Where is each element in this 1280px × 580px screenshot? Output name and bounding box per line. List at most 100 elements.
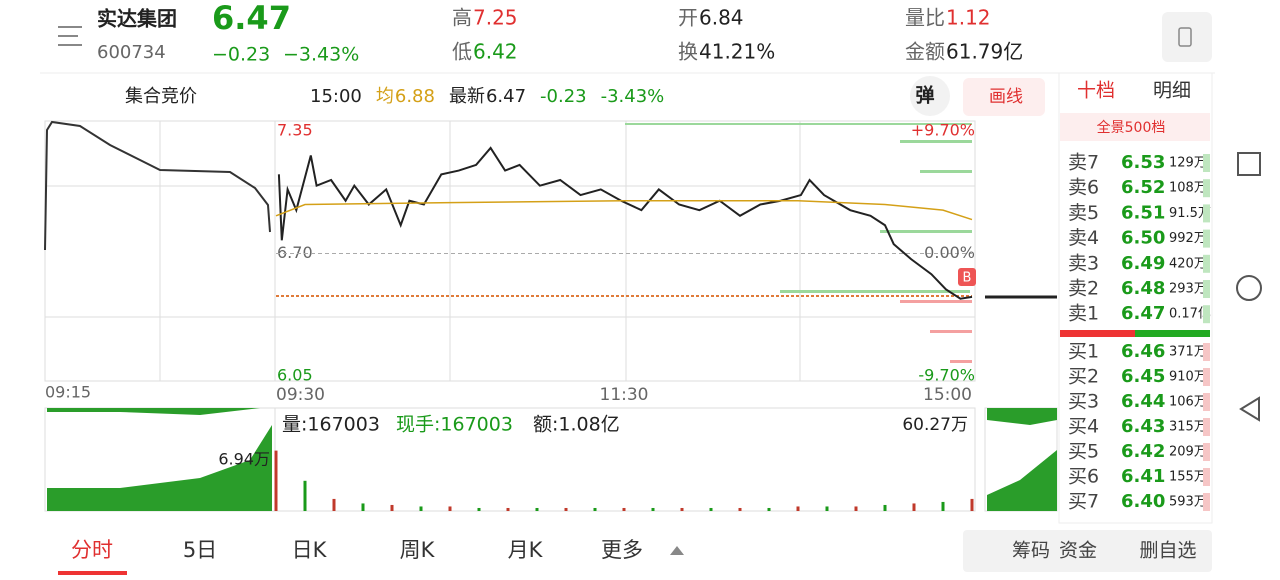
volume-bar: [593, 507, 597, 511]
level-bar: [1203, 280, 1210, 298]
bottom-tab[interactable]: 分时: [71, 538, 113, 562]
level-volume: 910万: [1169, 370, 1207, 385]
volume-bar: [854, 506, 858, 511]
bottom-tab[interactable]: 5日: [183, 538, 217, 562]
volume-bar: [796, 506, 800, 511]
y2-tick-label: -9.70%: [918, 366, 975, 385]
menu-icon[interactable]: [58, 26, 82, 46]
volume-bar: [883, 504, 887, 511]
bottom-tab[interactable]: 月K: [508, 538, 544, 562]
level-volume: 293万: [1169, 282, 1207, 297]
bottom-button[interactable]: 资金: [1059, 540, 1097, 562]
series-line: [277, 146, 973, 300]
auction-volume: [47, 408, 260, 415]
popup-button[interactable]: [910, 76, 950, 116]
level-bar: [1203, 468, 1210, 486]
bottom-tab[interactable]: 周K: [400, 538, 436, 562]
level-bar: [1203, 343, 1210, 361]
volume-bar: [361, 503, 365, 511]
y-tick-label: 6.05: [277, 366, 313, 385]
level-label: 卖4: [1068, 227, 1099, 249]
volume-bar: [622, 507, 626, 511]
level-price: 6.42: [1121, 441, 1165, 462]
volume-bar: [680, 507, 684, 511]
volume-bar: [506, 507, 510, 511]
level-bar: [1203, 305, 1210, 324]
y-tick-label: 7.35: [277, 121, 313, 140]
panorama-bg[interactable]: [1060, 113, 1210, 141]
buy-badge: [958, 268, 976, 286]
series-line: [275, 199, 973, 221]
volume-bar: [390, 504, 394, 511]
level-bar: [1203, 229, 1210, 248]
stat-value: 41.21%: [699, 40, 775, 64]
level-volume: 91.5万: [1169, 206, 1211, 221]
more-arrow[interactable]: [670, 546, 684, 555]
stat-value: 6.42: [473, 40, 518, 64]
auction-volume-label: 6.94万: [218, 450, 270, 469]
level-volume: 0.17亿: [1169, 307, 1211, 322]
nav-home[interactable]: [1236, 275, 1262, 301]
level-label: 买5: [1068, 441, 1099, 463]
y2-tick-label: 0.00%: [924, 243, 975, 262]
bottom-tab[interactable]: 更多: [601, 538, 643, 562]
y2-tick-label: +9.70%: [911, 121, 975, 140]
level-bar: [1203, 393, 1210, 411]
popup-text: 弹: [915, 84, 934, 107]
bottom-tab[interactable]: 日K: [292, 538, 328, 562]
bottom-button[interactable]: 删自选: [1139, 540, 1196, 562]
x-tick-label: 09:15: [45, 383, 91, 402]
level-volume: 108万: [1169, 181, 1207, 196]
volume-bar: [332, 498, 336, 511]
volume-text: 量:167003: [282, 414, 380, 436]
draw-text: 画线: [989, 87, 1023, 107]
change-pct: -3.43%: [601, 86, 665, 107]
level-volume: 315万: [1169, 420, 1207, 435]
device-button[interactable]: [1162, 12, 1212, 62]
stat-label: 换: [678, 40, 698, 64]
stat-value: 7.25: [473, 6, 518, 30]
level-label: 卖6: [1068, 177, 1099, 199]
volume-bar: [419, 506, 423, 511]
volume-bar: [448, 506, 452, 511]
stat-value: 61.79亿: [946, 40, 1023, 64]
level-price: 6.52: [1121, 177, 1165, 198]
level-volume: 209万: [1169, 445, 1207, 460]
change: -0.23: [540, 86, 587, 107]
level-price: 6.47: [1121, 303, 1165, 324]
draw-button[interactable]: [963, 78, 1045, 116]
price: 6.47: [212, 0, 291, 37]
volume-bar: [651, 507, 655, 511]
level-bar: [1203, 493, 1210, 511]
stat-label: 金额: [905, 40, 945, 64]
tab[interactable]: 十档: [1077, 80, 1115, 102]
level-price: 6.43: [1121, 416, 1165, 437]
stat-label: 量比: [905, 6, 945, 30]
nav-recent[interactable]: [1237, 152, 1261, 176]
tab[interactable]: 明细: [1153, 80, 1191, 102]
level-price: 6.50: [1121, 228, 1165, 249]
level-volume: 593万: [1169, 495, 1207, 510]
stat-value: 1.12: [946, 6, 991, 30]
bottom-button[interactable]: 筹码: [1012, 540, 1050, 562]
stock-name: 实达集团: [97, 7, 177, 31]
level-volume: 371万: [1169, 345, 1207, 360]
volume-bar: [535, 507, 539, 511]
level-label: 卖5: [1068, 202, 1099, 224]
depth-bars: [900, 300, 972, 363]
order-book: [1058, 72, 1213, 524]
nav-back[interactable]: [1239, 396, 1260, 422]
level-bar: [1203, 418, 1210, 436]
level-bar: [1203, 179, 1210, 198]
avg-label: 均: [376, 86, 394, 107]
level-price: 6.51: [1121, 202, 1165, 223]
volume-bar: [825, 506, 829, 511]
volume-bar: [912, 503, 916, 511]
time: 15:00: [310, 86, 362, 107]
level-label: 买7: [1068, 491, 1099, 513]
level-bar: [1203, 254, 1210, 273]
buy-badge-text: B: [963, 271, 972, 286]
level-volume: 420万: [1169, 256, 1207, 271]
after-volume: [987, 408, 1057, 425]
stat-label: 低: [452, 40, 472, 64]
